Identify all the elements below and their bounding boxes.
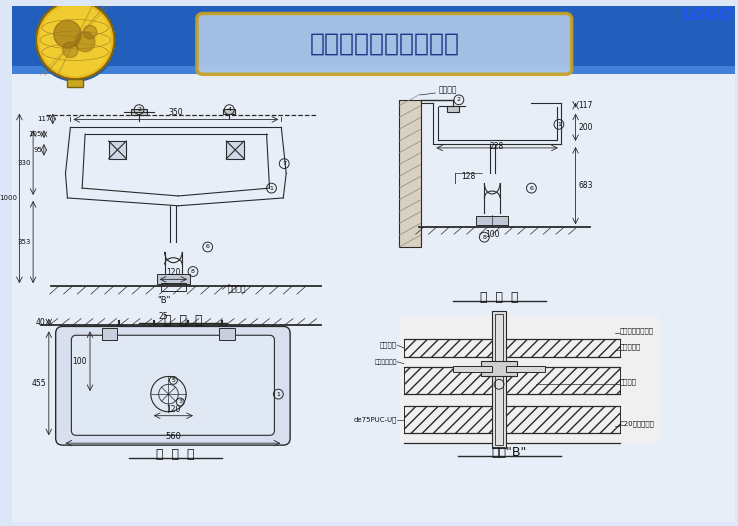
Text: 350: 350 [168, 108, 183, 117]
Circle shape [63, 42, 78, 58]
Bar [108, 141, 126, 159]
Text: C20细石混凝土: C20细石混凝土 [620, 420, 655, 427]
Text: 353: 353 [18, 239, 31, 245]
Text: （三）洗涤用卫生器具: （三）洗涤用卫生器具 [309, 32, 459, 56]
Text: 560: 560 [165, 432, 181, 441]
Bar [404, 406, 620, 433]
Text: 地天螺旋液: 地天螺旋液 [620, 343, 641, 350]
Text: LOGO: LOGO [682, 6, 734, 25]
Text: 95: 95 [33, 147, 42, 153]
Text: 完成地面: 完成地面 [380, 342, 397, 348]
Bar [506, 366, 545, 371]
Text: 6: 6 [529, 186, 534, 190]
Circle shape [34, 0, 117, 81]
Text: 6: 6 [206, 245, 210, 249]
Bar [481, 361, 517, 377]
Text: "B": "B" [157, 297, 170, 306]
Bar [12, 74, 736, 522]
Bar [131, 109, 147, 115]
Text: 25: 25 [159, 311, 168, 320]
Circle shape [83, 25, 97, 39]
Text: 1: 1 [557, 122, 561, 127]
Text: 8: 8 [483, 235, 486, 240]
Text: 455: 455 [31, 379, 46, 388]
Text: 2: 2 [137, 107, 141, 112]
Text: de75PUC-U管: de75PUC-U管 [354, 416, 397, 423]
Text: 330: 330 [18, 159, 31, 166]
Text: 侧  面  图: 侧 面 图 [480, 291, 518, 305]
Bar [12, 6, 736, 74]
Text: 2: 2 [457, 97, 461, 103]
Bar [492, 311, 506, 448]
Text: 节点"B": 节点"B" [492, 447, 526, 460]
FancyBboxPatch shape [55, 327, 290, 445]
FancyBboxPatch shape [197, 14, 572, 74]
Text: 1000: 1000 [0, 196, 18, 201]
Bar [399, 316, 659, 443]
Bar [12, 66, 736, 74]
Text: 100: 100 [485, 230, 500, 239]
Text: 止水翼环: 止水翼环 [620, 378, 637, 385]
Bar [477, 216, 508, 226]
FancyBboxPatch shape [72, 335, 275, 436]
Text: 200: 200 [579, 123, 593, 132]
Text: 平  面  图: 平 面 图 [156, 449, 195, 461]
Text: 117: 117 [579, 100, 593, 110]
Circle shape [36, 1, 114, 79]
Bar [161, 284, 186, 291]
Text: 683: 683 [579, 181, 593, 190]
Bar [495, 313, 503, 445]
Text: 完成墙面: 完成墙面 [438, 86, 457, 95]
Text: 4: 4 [227, 107, 231, 112]
Bar [156, 275, 190, 284]
Text: 117: 117 [38, 116, 51, 122]
Bar [219, 328, 235, 340]
Text: 120: 120 [166, 268, 181, 277]
Text: 105: 105 [29, 131, 42, 137]
Bar [67, 79, 83, 87]
Text: 立  面  图: 立 面 图 [164, 314, 202, 327]
Text: 5: 5 [171, 378, 176, 383]
Text: 40: 40 [36, 318, 46, 327]
Bar [227, 141, 244, 159]
Text: 8: 8 [191, 269, 195, 274]
Circle shape [54, 21, 81, 48]
Bar [453, 366, 492, 371]
Circle shape [75, 32, 95, 52]
Text: 铺锻带底座给水管: 铺锻带底座给水管 [620, 327, 654, 333]
Text: 1: 1 [269, 186, 273, 190]
Text: 完成地面: 完成地面 [227, 285, 246, 294]
Bar [224, 109, 235, 114]
Text: 1: 1 [277, 392, 280, 397]
Text: 128: 128 [461, 172, 476, 181]
Text: 7: 7 [282, 161, 286, 166]
Circle shape [40, 5, 111, 75]
Bar [12, 6, 736, 74]
Bar [447, 106, 459, 112]
Bar [404, 367, 620, 394]
Text: 混凝土上皮层: 混凝土上皮层 [375, 359, 397, 365]
Bar [399, 100, 421, 247]
Text: 100: 100 [72, 357, 87, 366]
Text: 3: 3 [179, 399, 182, 404]
Text: 120: 120 [166, 404, 181, 414]
Bar [404, 339, 620, 357]
Bar [102, 328, 117, 340]
Text: 228: 228 [490, 142, 504, 151]
